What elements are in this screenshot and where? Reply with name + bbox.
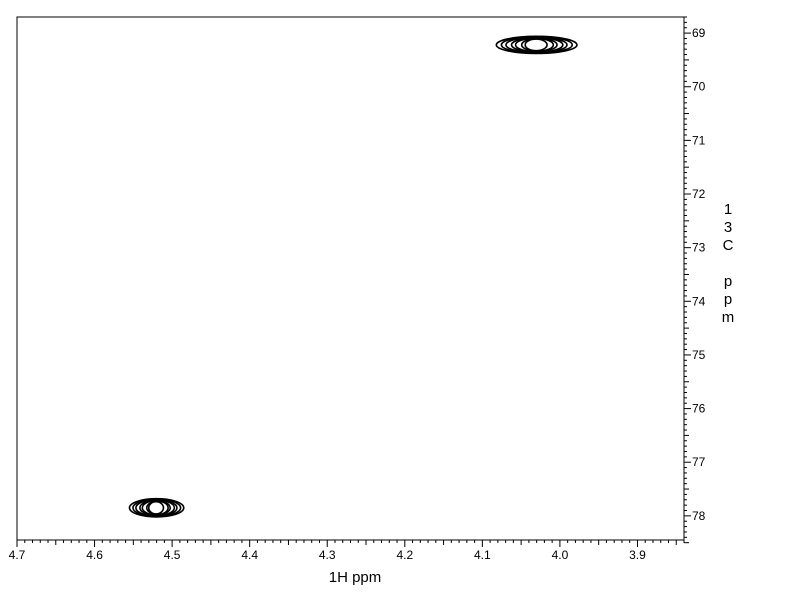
y-axis-title-char: C <box>723 237 734 254</box>
y-tick-label: 69 <box>692 26 706 40</box>
x-tick-label: 4.2 <box>396 548 413 562</box>
y-axis-title-char: 1 <box>724 201 732 218</box>
contour-level <box>524 38 548 52</box>
x-tick-label: 4.5 <box>164 548 181 562</box>
contour-peak <box>128 497 185 518</box>
y-tick-label: 74 <box>692 294 706 308</box>
x-tick-label: 4.1 <box>474 548 491 562</box>
x-tick-label: 4.6 <box>86 548 103 562</box>
y-tick-label: 78 <box>692 509 706 523</box>
y-tick-label: 70 <box>692 80 706 94</box>
y-tick-label: 71 <box>692 133 706 147</box>
x-tick-label: 3.9 <box>629 548 646 562</box>
x-axis-tick-labels: 4.7 4.6 4.5 4.4 4.3 4.2 4.1 4.0 3.9 <box>9 548 646 562</box>
plot-frame <box>16 16 685 541</box>
y-axis-title-char: p <box>724 273 732 290</box>
y-tick-label: 77 <box>692 455 706 469</box>
contour-peak <box>495 35 578 55</box>
y-axis-ticks <box>684 16 691 544</box>
y-axis-title-char: 3 <box>724 219 732 236</box>
y-tick-label: 75 <box>692 348 706 362</box>
y-tick-label: 72 <box>692 187 706 201</box>
x-tick-label: 4.3 <box>319 548 336 562</box>
x-tick-label: 4.0 <box>552 548 569 562</box>
y-tick-label: 76 <box>692 402 706 416</box>
y-axis-tick-labels: 69 70 71 72 73 74 75 76 77 78 <box>692 26 706 523</box>
x-tick-label: 4.4 <box>241 548 258 562</box>
contour-level <box>147 500 165 515</box>
x-axis-ticks <box>16 540 685 547</box>
y-tick-label: 73 <box>692 241 706 255</box>
x-tick-label: 4.7 <box>9 548 26 562</box>
x-axis-title: 1H ppm <box>329 569 382 586</box>
y-axis-title-char: m <box>722 309 735 326</box>
y-axis-title-char: p <box>724 291 732 308</box>
contour-peaks <box>128 35 578 518</box>
